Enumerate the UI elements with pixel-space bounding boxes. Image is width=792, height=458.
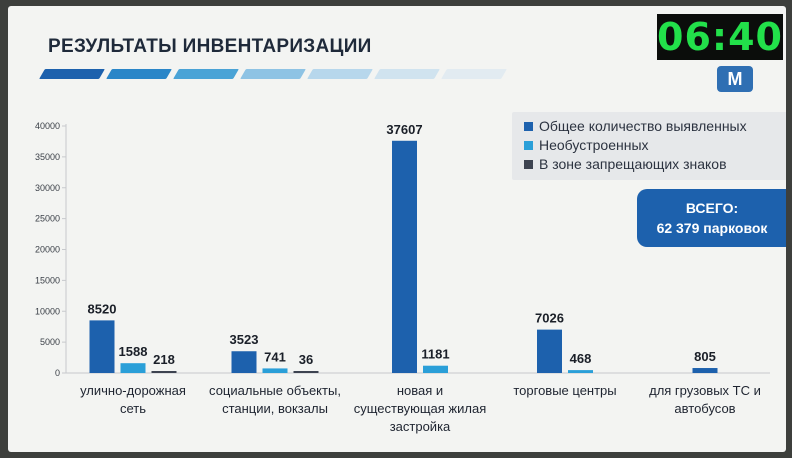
total-label: ВСЕГО: bbox=[685, 200, 739, 216]
legend-swatch bbox=[524, 159, 533, 169]
bar-value-label: 37607 bbox=[386, 122, 422, 137]
bar bbox=[392, 140, 417, 373]
logo-icon: М bbox=[717, 66, 753, 92]
chart-legend: Общее количество выявленных Необустроенн… bbox=[512, 112, 786, 180]
x-category-label-line: для грузовых ТС и bbox=[649, 383, 761, 398]
bar-value-label: 218 bbox=[153, 352, 175, 367]
y-tick-label: 5000 bbox=[40, 337, 60, 347]
bar-value-label: 36 bbox=[299, 352, 313, 367]
x-category-label: улично-дорожная сеть bbox=[58, 382, 208, 418]
y-tick-label: 20000 bbox=[35, 245, 60, 255]
bar bbox=[293, 371, 319, 373]
bar bbox=[568, 370, 593, 373]
legend-label: Необустроенных bbox=[539, 137, 649, 153]
legend-label: В зоне запрещающих знаков bbox=[539, 156, 727, 172]
legend-label: Общее количество выявленных bbox=[539, 118, 747, 134]
x-category-label: новая и существующая жилая застройка bbox=[345, 382, 495, 436]
x-category-label-line: новая и bbox=[396, 383, 444, 398]
x-category-label-line: социальные объекты, bbox=[209, 383, 341, 398]
legend-swatch bbox=[524, 121, 533, 131]
timer-display: 06:40 bbox=[657, 14, 783, 60]
presentation-slide: РЕЗУЛЬТАТЫ ИНВЕНТАРИЗАЦИИ М Общее количе… bbox=[8, 6, 786, 452]
total-value: 62 379 парковок bbox=[656, 220, 768, 236]
bar bbox=[423, 365, 448, 373]
legend-item: Общее количество выявленных bbox=[524, 118, 747, 134]
bar-value-label: 1588 bbox=[119, 344, 148, 359]
x-category-label: социальные объекты, станции, вокзалы bbox=[200, 382, 350, 418]
bar-value-label: 8520 bbox=[88, 301, 117, 316]
legend-item: В зоне запрещающих знаков bbox=[524, 156, 727, 172]
x-category-label-line: существующая жилая bbox=[353, 401, 487, 416]
y-tick-label: 0 bbox=[55, 368, 60, 378]
bar bbox=[231, 351, 257, 373]
x-category-label-line: станции, вокзалы bbox=[222, 401, 328, 416]
y-tick-label: 40000 bbox=[35, 121, 60, 131]
legend-item: Необустроенных bbox=[524, 137, 649, 153]
x-category-label: для грузовых ТС и автобусов bbox=[630, 382, 780, 418]
y-tick-label: 10000 bbox=[35, 306, 60, 316]
y-tick-label: 35000 bbox=[35, 152, 60, 162]
bar-value-label: 468 bbox=[570, 351, 592, 366]
x-category-label-line: сеть bbox=[119, 401, 147, 416]
bar bbox=[151, 371, 177, 373]
bar bbox=[692, 368, 718, 373]
y-tick-label: 25000 bbox=[35, 214, 60, 224]
x-category-label-line: автобусов bbox=[674, 401, 736, 416]
total-badge: ВСЕГО: 62 379 парковок bbox=[637, 189, 786, 247]
x-category-label: торговые центры bbox=[490, 382, 640, 400]
slide-title: РЕЗУЛЬТАТЫ ИНВЕНТАРИЗАЦИИ bbox=[48, 36, 372, 57]
bar bbox=[262, 368, 288, 373]
x-category-label-line: торговые центры bbox=[513, 383, 617, 398]
bar-value-label: 3523 bbox=[230, 332, 259, 347]
bar-value-label: 741 bbox=[264, 349, 286, 364]
y-tick-label: 30000 bbox=[35, 183, 60, 193]
x-category-label-line: застройка bbox=[389, 419, 451, 434]
bar-value-label: 1181 bbox=[421, 347, 449, 362]
bar bbox=[120, 363, 146, 373]
bar bbox=[537, 329, 562, 373]
legend-swatch bbox=[524, 140, 533, 150]
bar-value-label: 805 bbox=[694, 349, 716, 364]
y-tick-label: 15000 bbox=[35, 275, 60, 285]
x-category-label-line: улично-дорожная bbox=[80, 383, 186, 398]
bar-value-label: 7026 bbox=[535, 311, 564, 326]
bar bbox=[89, 320, 115, 373]
